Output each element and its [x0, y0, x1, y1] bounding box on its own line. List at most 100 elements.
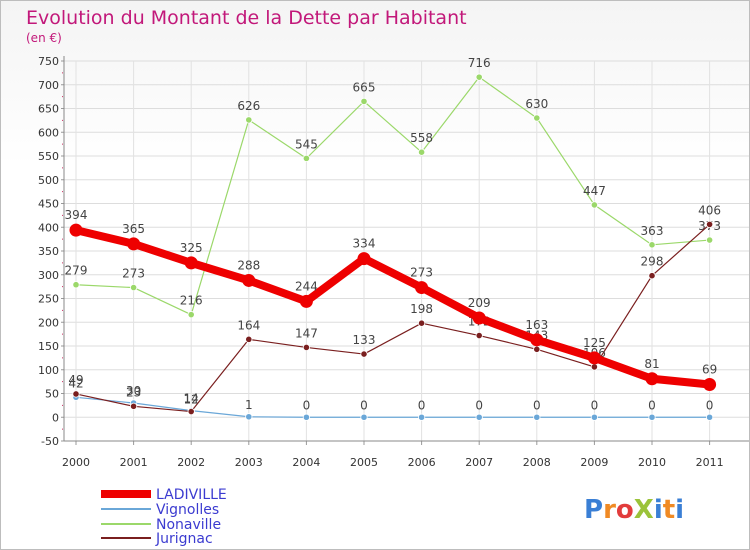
data-point	[648, 413, 656, 421]
plot-area: -500501001502002503003504004505005506006…	[38, 55, 749, 469]
data-point	[360, 97, 368, 105]
data-label: 665	[353, 80, 376, 94]
data-label: 81	[644, 357, 659, 371]
data-point	[130, 283, 138, 292]
data-point	[187, 407, 195, 416]
data-label: 626	[237, 99, 260, 113]
data-label: 133	[353, 333, 376, 347]
data-point	[417, 148, 426, 156]
series-line	[75, 396, 711, 418]
x-tick-label: 2003	[235, 456, 263, 469]
data-label: 298	[641, 255, 664, 269]
brand-letter: i	[654, 495, 663, 525]
data-point	[475, 331, 483, 340]
x-tick-label: 2006	[408, 456, 436, 469]
data-label: 0	[648, 398, 656, 412]
data-point	[360, 413, 368, 421]
data-point	[302, 343, 310, 352]
x-tick-label: 2001	[120, 456, 148, 469]
x-tick-label: 2004	[292, 456, 320, 469]
y-tick-label: 50	[45, 388, 59, 401]
data-point	[705, 220, 714, 228]
data-point	[645, 372, 659, 386]
data-point	[705, 413, 714, 421]
data-point	[590, 201, 599, 209]
data-label: 447	[583, 184, 606, 198]
data-label: 0	[418, 398, 426, 412]
x-tick-label: 2009	[580, 456, 608, 469]
data-label: 164	[237, 318, 260, 332]
data-label: 325	[180, 241, 203, 255]
data-label: 209	[468, 296, 491, 310]
data-label: 279	[65, 264, 88, 278]
data-point	[184, 256, 198, 270]
data-point	[187, 311, 195, 319]
y-tick-label: 400	[38, 221, 59, 234]
x-tick-label: 2010	[638, 456, 666, 469]
data-point	[475, 413, 483, 421]
y-tick-label: 450	[38, 198, 59, 211]
svg-text:ProXiti: ProXiti	[584, 495, 684, 525]
data-point	[245, 335, 253, 343]
brand-letter: P	[584, 495, 603, 525]
data-point	[415, 281, 429, 295]
data-point	[69, 223, 83, 237]
series-ladiville: 394 365 325 288 244 334 273 209 163 125 81 69	[65, 208, 717, 391]
data-point	[533, 413, 541, 421]
y-tick-label: 300	[38, 269, 59, 282]
data-point	[648, 241, 656, 249]
data-label: 716	[468, 56, 491, 70]
data-label: 125	[583, 336, 606, 350]
data-label: 163	[525, 318, 548, 332]
y-tick-label: 200	[38, 316, 59, 329]
data-label: 30	[126, 384, 141, 398]
y-tick-label: 100	[38, 364, 59, 377]
data-point	[299, 294, 313, 308]
data-point	[533, 345, 541, 353]
data-label: 147	[295, 326, 318, 340]
data-point	[587, 351, 601, 365]
data-point	[302, 154, 310, 162]
legend-label: LADIVILLE	[156, 487, 227, 503]
data-point	[72, 390, 80, 398]
data-label: 273	[122, 267, 145, 281]
y-tick-label: 350	[38, 245, 59, 258]
data-point	[648, 272, 656, 280]
y-tick-label: 600	[38, 126, 59, 139]
y-tick-label: -50	[41, 435, 59, 448]
data-point	[417, 319, 426, 327]
series-vignolles: 42 30 14 1 0 0 0 0 0 0 0 0	[68, 376, 714, 421]
legend-item-jurignac: Jurignac	[101, 531, 213, 547]
data-point	[357, 252, 371, 266]
data-point	[533, 114, 541, 122]
data-point	[417, 413, 426, 421]
y-tick-label: 500	[38, 174, 59, 187]
data-point	[705, 236, 714, 244]
x-tick-label: 2007	[465, 456, 493, 469]
y-tick-label: 700	[38, 79, 59, 92]
data-label: 0	[706, 398, 714, 412]
y-tick-label: 750	[38, 55, 59, 68]
series-line	[72, 226, 714, 389]
data-label: 49	[68, 373, 83, 387]
data-label: 545	[295, 137, 318, 151]
chart-title: Evolution du Montant de la Dette par Hab…	[26, 7, 467, 29]
x-tick-label: 2008	[523, 456, 551, 469]
series-line	[75, 223, 711, 413]
brand-letter: X	[634, 495, 654, 525]
series-nonaville: 279273216626545665558716630447363373	[65, 56, 721, 319]
data-label: 406	[698, 203, 721, 217]
data-point	[703, 377, 717, 391]
data-point	[127, 237, 141, 251]
data-label: 0	[360, 398, 368, 412]
data-label: 0	[475, 398, 483, 412]
data-label: 0	[591, 398, 599, 412]
data-point	[130, 402, 138, 410]
data-label: 1	[245, 398, 253, 412]
data-label: 12	[184, 393, 199, 407]
data-label: 216	[180, 294, 203, 308]
data-label: 244	[295, 279, 318, 293]
y-tick-label: 550	[38, 150, 59, 163]
